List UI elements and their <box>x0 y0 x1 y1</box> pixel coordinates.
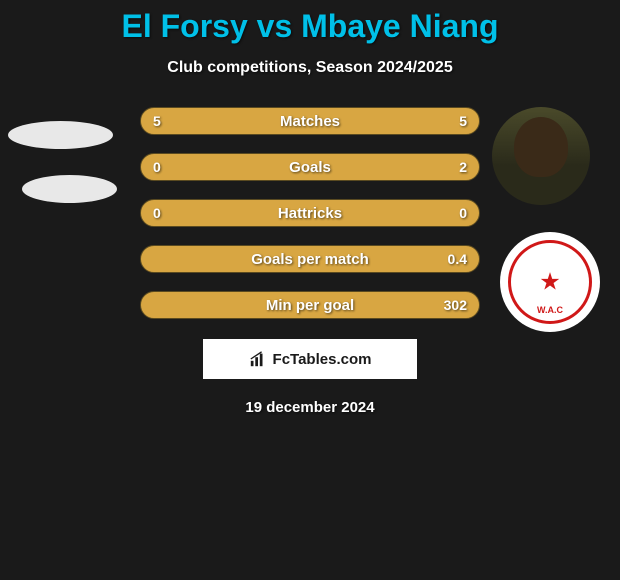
stat-label: Goals <box>289 159 331 176</box>
stat-bar-min-per-goal: Min per goal 302 <box>140 291 480 319</box>
stat-right-value: 0.4 <box>448 251 467 267</box>
star-icon: ★ <box>539 268 561 297</box>
stat-bar-goals: 0 Goals 2 <box>140 153 480 181</box>
team-logo-text: W.A.C <box>537 305 563 315</box>
stat-label: Matches <box>280 113 340 130</box>
brand-box: FcTables.com <box>203 339 417 379</box>
stat-label: Goals per match <box>251 251 369 268</box>
chart-icon <box>249 350 267 368</box>
stat-bar-goals-per-match: Goals per match 0.4 <box>140 245 480 273</box>
stat-bar-hattricks: 0 Hattricks 0 <box>140 199 480 227</box>
page-title: El Forsy vs Mbaye Niang <box>0 0 620 45</box>
stat-right-value: 0 <box>459 205 467 221</box>
stat-left-value: 0 <box>153 205 161 221</box>
right-player-avatar <box>492 107 590 205</box>
stat-bars: 5 Matches 5 0 Goals 2 0 Hattricks 0 Goal… <box>140 107 480 319</box>
subtitle: Club competitions, Season 2024/2025 <box>0 59 620 77</box>
left-player-avatar-placeholder <box>8 121 113 149</box>
stat-right-value: 2 <box>459 159 467 175</box>
stat-left-value: 0 <box>153 159 161 175</box>
stat-right-value: 5 <box>459 113 467 129</box>
stat-label: Min per goal <box>266 297 354 314</box>
stat-left-value: 5 <box>153 113 161 129</box>
stats-area: ★ W.A.C 5 Matches 5 0 Goals 2 0 Hattrick… <box>0 107 620 416</box>
stat-right-value: 302 <box>444 297 467 313</box>
right-team-logo: ★ W.A.C <box>500 232 600 332</box>
stat-bar-matches: 5 Matches 5 <box>140 107 480 135</box>
date-line: 19 december 2024 <box>0 399 620 416</box>
stat-label: Hattricks <box>278 205 342 222</box>
brand-text: FcTables.com <box>273 351 372 368</box>
team-logo-circle: ★ W.A.C <box>508 240 592 324</box>
left-team-logo-placeholder <box>22 175 117 203</box>
